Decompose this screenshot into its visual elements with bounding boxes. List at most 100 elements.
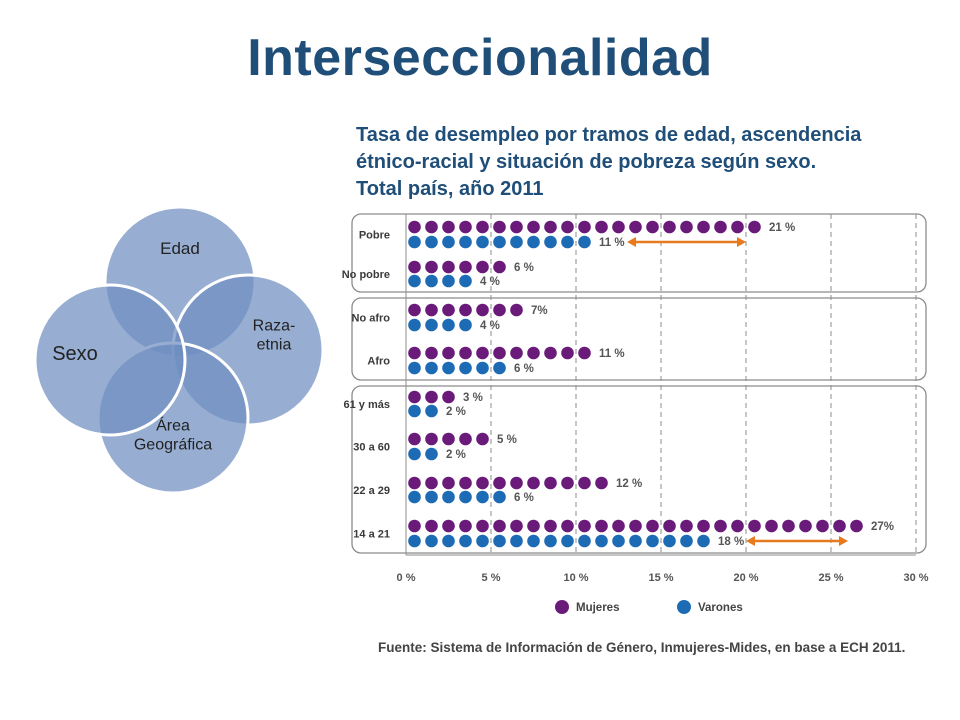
- varones-dot: [442, 361, 455, 375]
- mujeres-dot: [510, 303, 523, 317]
- legend-mujeres-marker: [555, 600, 569, 614]
- venn-circle-edad-label: Edad: [160, 239, 200, 258]
- mujeres-dot: [714, 519, 727, 533]
- varones-dot: [493, 490, 506, 504]
- mujeres-dot: [731, 220, 744, 234]
- varones-dot: [476, 534, 489, 548]
- mujeres-dot: [510, 519, 523, 533]
- varones-dot: [578, 235, 591, 249]
- venn-circle-area-geografica-label: Área Geográfica: [134, 415, 212, 453]
- mujeres-dot: [442, 432, 455, 446]
- varones-dot: [493, 361, 506, 375]
- mujeres-dot: [442, 390, 455, 404]
- varones-value-label: 11 %: [599, 237, 625, 249]
- mujeres-value-label: 11 %: [599, 348, 625, 360]
- mujeres-dot: [476, 260, 489, 274]
- mujeres-dot: [510, 346, 523, 360]
- mujeres-dot: [646, 519, 659, 533]
- mujeres-dot: [561, 220, 574, 234]
- varones-dot: [442, 534, 455, 548]
- varones-dot: [425, 318, 438, 332]
- varones-dot: [425, 404, 438, 418]
- varones-dot: [629, 534, 642, 548]
- mujeres-dot: [612, 220, 625, 234]
- varones-dot: [578, 534, 591, 548]
- mujeres-value-label: 27%: [871, 521, 894, 533]
- varones-dot: [442, 490, 455, 504]
- mujeres-dot: [595, 519, 608, 533]
- varones-dot: [595, 534, 608, 548]
- mujeres-dot: [578, 220, 591, 234]
- mujeres-dot: [476, 476, 489, 490]
- varones-dot: [408, 235, 421, 249]
- mujeres-dot: [527, 476, 540, 490]
- varones-dot: [459, 534, 472, 548]
- varones-value-label: 2 %: [446, 449, 466, 461]
- mujeres-dot: [629, 519, 642, 533]
- varones-dot: [697, 534, 710, 548]
- venn-circle-sexo-label: Sexo: [52, 343, 98, 365]
- mujeres-dot: [408, 476, 421, 490]
- mujeres-dot: [408, 346, 421, 360]
- gap-arrow-head-right: [737, 237, 746, 247]
- mujeres-dot: [697, 519, 710, 533]
- mujeres-value-label: 5 %: [497, 434, 517, 446]
- mujeres-dot: [459, 346, 472, 360]
- mujeres-dot: [833, 519, 846, 533]
- varones-dot: [408, 447, 421, 461]
- varones-dot: [425, 490, 438, 504]
- varones-dot: [476, 235, 489, 249]
- mujeres-dot: [493, 519, 506, 533]
- mujeres-dot: [527, 346, 540, 360]
- mujeres-dot: [765, 519, 778, 533]
- varones-dot: [663, 534, 676, 548]
- legend-varones-marker: [677, 600, 691, 614]
- mujeres-dot: [442, 346, 455, 360]
- mujeres-dot: [408, 303, 421, 317]
- mujeres-dot: [663, 220, 676, 234]
- varones-dot: [408, 361, 421, 375]
- mujeres-dot: [629, 220, 642, 234]
- mujeres-dot: [561, 476, 574, 490]
- varones-dot: [527, 534, 540, 548]
- mujeres-dot: [476, 519, 489, 533]
- mujeres-dot: [442, 260, 455, 274]
- mujeres-dot: [782, 519, 795, 533]
- varones-dot: [561, 235, 574, 249]
- mujeres-dot: [731, 519, 744, 533]
- mujeres-dot: [561, 346, 574, 360]
- mujeres-dot: [425, 476, 438, 490]
- mujeres-dot: [442, 519, 455, 533]
- mujeres-dot: [442, 476, 455, 490]
- varones-dot: [408, 318, 421, 332]
- mujeres-dot: [578, 476, 591, 490]
- mujeres-dot: [595, 220, 608, 234]
- varones-value-label: 4 %: [480, 320, 500, 332]
- mujeres-dot: [663, 519, 676, 533]
- mujeres-dot: [425, 220, 438, 234]
- varones-dot: [459, 318, 472, 332]
- varones-dot: [510, 534, 523, 548]
- mujeres-dot: [425, 346, 438, 360]
- mujeres-dot: [408, 260, 421, 274]
- varones-dot: [510, 235, 523, 249]
- mujeres-dot: [799, 519, 812, 533]
- x-tick-label: 15 %: [648, 572, 673, 584]
- mujeres-dot: [527, 220, 540, 234]
- legend-mujeres-label: Mujeres: [576, 602, 619, 614]
- mujeres-dot: [493, 303, 506, 317]
- mujeres-dot: [493, 346, 506, 360]
- row-label: Pobre: [359, 230, 390, 242]
- chart-title-line: Tasa de desempleo por tramos de edad, as…: [356, 124, 862, 146]
- mujeres-dot: [816, 519, 829, 533]
- legend-varones-label: Varones: [698, 602, 743, 614]
- mujeres-dot: [459, 519, 472, 533]
- mujeres-dot: [748, 220, 761, 234]
- chart-panel: [351, 213, 927, 293]
- gap-arrow-head-left: [746, 536, 755, 546]
- row-label: 14 a 21: [353, 529, 390, 541]
- varones-dot: [408, 490, 421, 504]
- mujeres-dot: [493, 220, 506, 234]
- mujeres-dot: [612, 519, 625, 533]
